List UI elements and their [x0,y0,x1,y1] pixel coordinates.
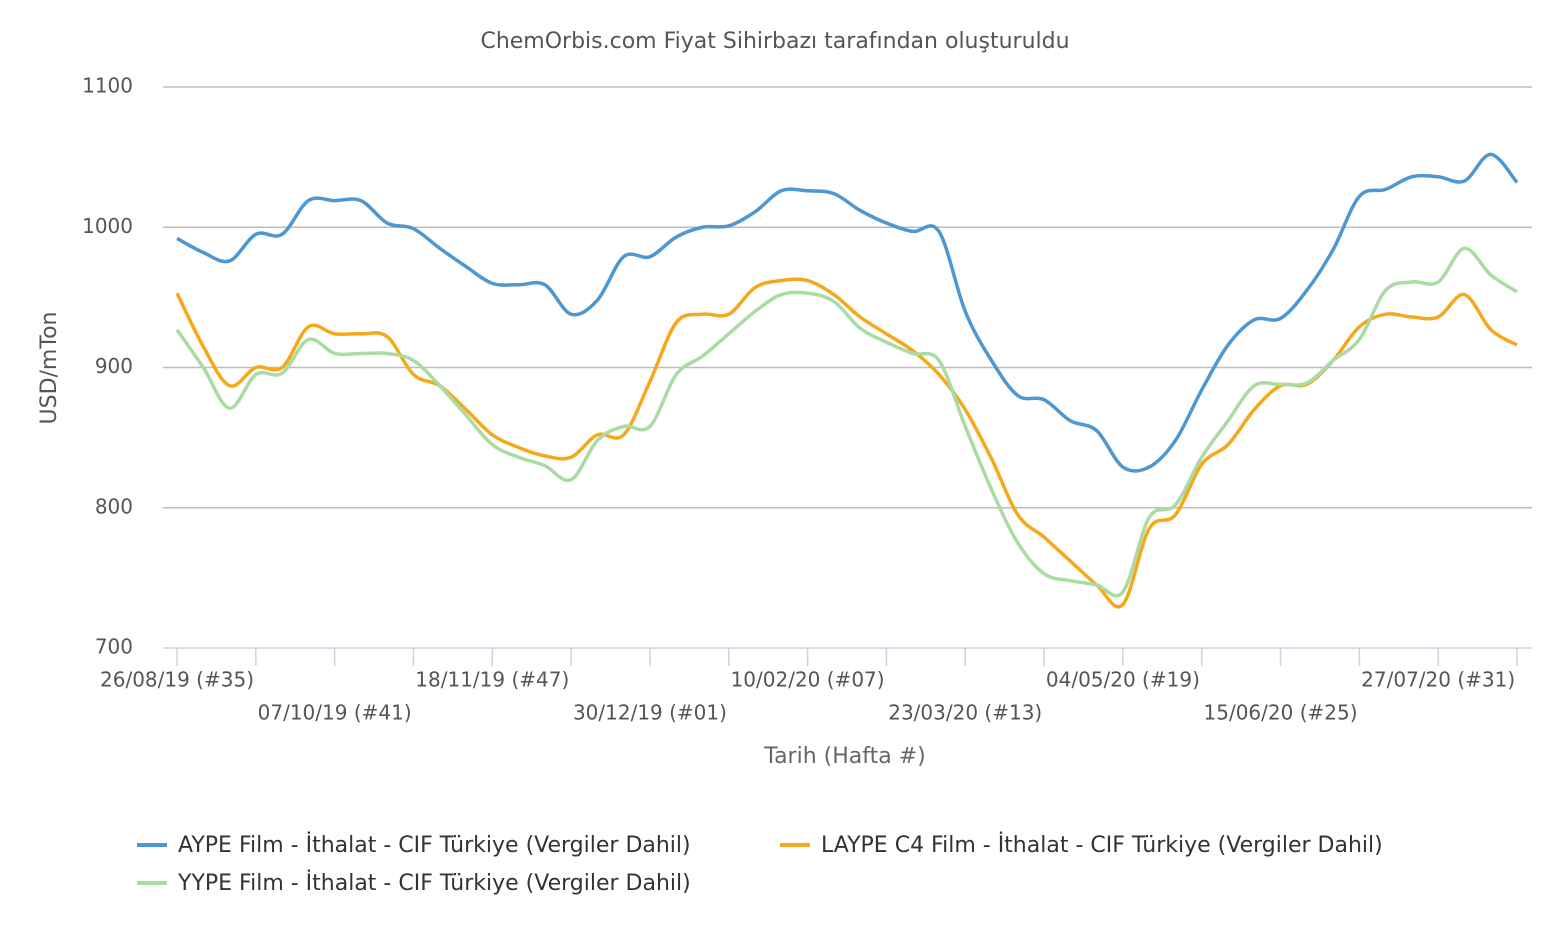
x-tick-label: 30/12/19 (#01) [573,701,727,725]
legend-label: LAYPE C4 Film - İthalat - CIF Türkiye (V… [821,832,1383,858]
legend-label: YYPE Film - İthalat - CIF Türkiye (Vergi… [177,870,691,896]
x-tick-label: 04/05/20 (#19) [1046,668,1200,692]
series-line [176,152,1519,473]
x-tick-label: 07/10/19 (#41) [258,701,412,725]
x-tick-label: 27/07/20 (#31) [1361,668,1515,692]
x-tick-label: 15/06/20 (#25) [1204,701,1358,725]
chart-title: ChemOrbis.com Fiyat Sihirbazı tarafından… [480,29,1069,54]
y-tick-label: 1100 [82,74,133,98]
y-tick-label: 1000 [82,214,133,238]
y-tick-label: 800 [95,494,133,518]
legend-label: AYPE Film - İthalat - CIF Türkiye (Vergi… [178,832,691,858]
y-tick-label: 900 [95,354,133,378]
x-tick-label: 18/11/19 (#47) [415,668,569,692]
series-line [175,246,1518,598]
y-axis-label: USD/mTon [37,312,62,425]
series-line [175,277,1518,609]
x-axis-label: Tarih (Hafta #) [763,744,925,769]
x-tick-label: 23/03/20 (#13) [888,701,1042,725]
x-tick-label: 26/08/19 (#35) [100,668,254,692]
x-tick-label: 10/02/20 (#07) [731,668,885,692]
y-tick-label: 700 [95,635,133,659]
